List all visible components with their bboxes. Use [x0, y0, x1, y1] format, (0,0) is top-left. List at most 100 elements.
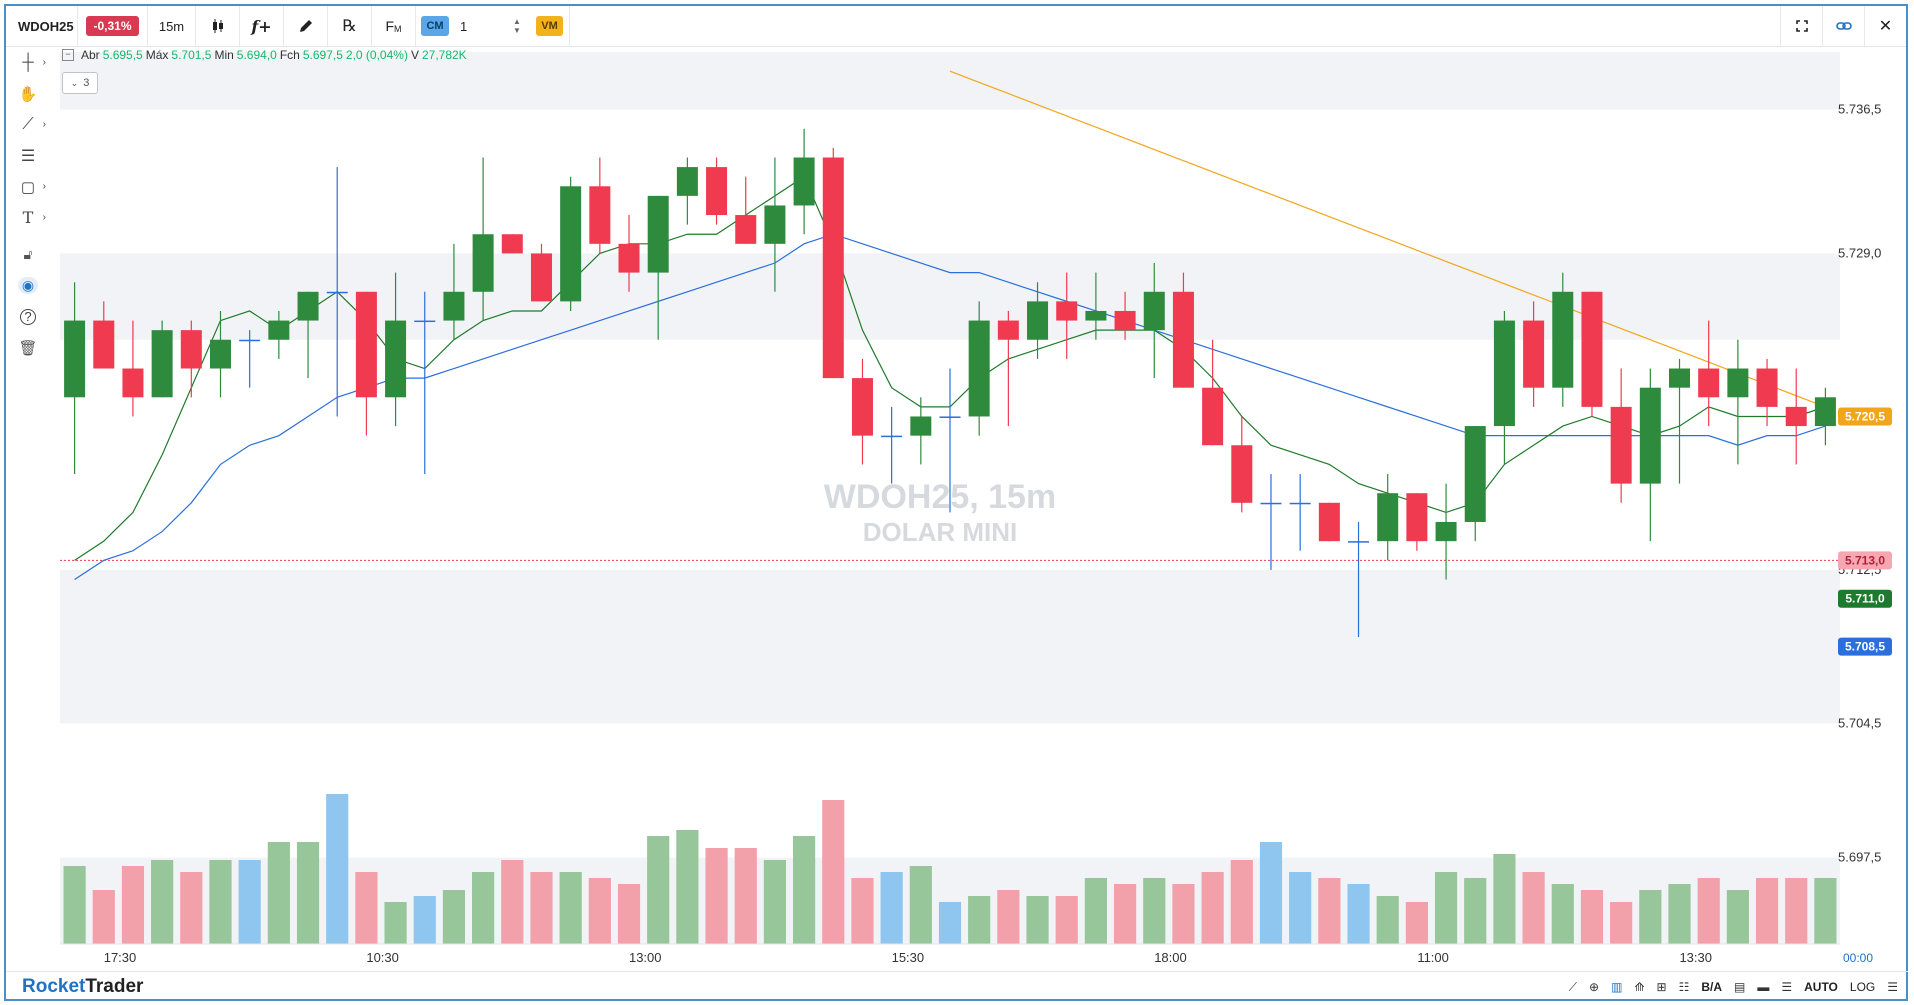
- delete-tool[interactable]: 🗑︎: [6, 332, 50, 363]
- volume-bar: [267, 842, 290, 944]
- vm-button[interactable]: VM: [530, 6, 570, 46]
- candle: [1698, 320, 1720, 427]
- trendline-tool[interactable]: ⟋ ›: [6, 109, 50, 140]
- drawing-button[interactable]: [284, 6, 328, 46]
- indicators-button[interactable]: f+: [240, 6, 284, 46]
- quantity-input[interactable]: 1: [460, 18, 468, 34]
- candle-type-button[interactable]: [196, 6, 240, 46]
- chevron-right-icon[interactable]: ›: [42, 212, 46, 223]
- volume-bar: [968, 896, 991, 944]
- candle-body: [1639, 387, 1661, 484]
- symbol-selector[interactable]: WDOH25: [6, 6, 78, 46]
- volume-bar: [588, 878, 611, 944]
- candle: [1669, 358, 1691, 484]
- chevron-down-icon[interactable]: ▼: [513, 26, 521, 35]
- volume-bar: [1084, 878, 1107, 944]
- order-icon[interactable]: ▬: [1757, 980, 1770, 994]
- volume-bar: [1113, 884, 1137, 944]
- text-icon: T: [22, 208, 34, 227]
- zoom-icon[interactable]: ⊕: [1589, 980, 1600, 994]
- quantity-stepper[interactable]: ▲ ▼: [504, 6, 530, 46]
- timeframe-button[interactable]: 15m: [148, 6, 196, 46]
- volume-bar: [617, 884, 641, 944]
- candle-body: [1727, 368, 1749, 398]
- text-tool[interactable]: T ›: [6, 202, 50, 233]
- price-label-text: 5.708,5: [1845, 640, 1885, 654]
- candle: [472, 157, 494, 321]
- help-icon: ?: [20, 308, 36, 325]
- candle: [1493, 310, 1515, 465]
- candle: [1085, 272, 1107, 340]
- volume-chart-icon[interactable]: ▥: [1611, 980, 1623, 994]
- volume-bar: [763, 860, 787, 944]
- candle-body: [1260, 502, 1282, 505]
- candle: [939, 368, 961, 513]
- candle-body: [443, 291, 465, 321]
- candle-body: [355, 291, 377, 398]
- collapse-icon[interactable]: −: [62, 49, 74, 61]
- book-icon[interactable]: ▤: [1734, 980, 1746, 994]
- volume-bar: [676, 830, 699, 944]
- volume-bar: [1405, 902, 1428, 944]
- time-readout: 00:00: [1843, 951, 1873, 965]
- candle: [968, 301, 990, 436]
- candle: [1348, 521, 1370, 638]
- chevron-up-icon[interactable]: ▲: [513, 17, 521, 26]
- candle-body: [706, 167, 728, 216]
- cm-button[interactable]: CM: [416, 6, 454, 46]
- chevron-right-icon[interactable]: ›: [42, 57, 46, 68]
- candle-body: [385, 320, 407, 398]
- candle: [1785, 368, 1807, 465]
- ruler-icon[interactable]: ⟋: [1568, 979, 1578, 994]
- price-labels: 5.720,5 5.713,0 5.711,0 5.708,5: [1838, 407, 1892, 656]
- price-label-text: 5.713,0: [1845, 553, 1885, 567]
- x-tick-label: 10:30: [366, 950, 399, 965]
- settings-icon[interactable]: ☰: [1887, 980, 1898, 994]
- ladder-icon[interactable]: ☷: [1678, 980, 1690, 994]
- lock-tool[interactable]: 🔓︎: [6, 239, 50, 270]
- volume-bar: [296, 842, 320, 944]
- chevron-right-icon[interactable]: ›: [42, 181, 46, 192]
- bid-ask-button[interactable]: B/A: [1701, 980, 1722, 994]
- studies-toggle[interactable]: ⌄ 3: [62, 72, 98, 94]
- visibility-tool[interactable]: ◉: [6, 270, 50, 301]
- link-button[interactable]: [1822, 6, 1864, 46]
- candle: [1260, 474, 1282, 570]
- time-axis: 17:3010:3013:0015:3018:0011:0013:3016:00…: [60, 943, 1873, 965]
- close-icon: ✕: [1878, 18, 1893, 35]
- price-label-box: [1838, 551, 1892, 570]
- crosshair-tool[interactable]: ┼ ›: [6, 47, 50, 78]
- candle: [764, 157, 786, 292]
- replay-icon: ℞: [342, 18, 357, 35]
- help-tool[interactable]: ?: [6, 301, 50, 332]
- x-tick-label: 13:00: [629, 950, 662, 965]
- volume-bar: [355, 872, 378, 944]
- footer-bar: RocketTrader ⟋ ⊕ ▥ ⟰ ⊞ ☷ B/A ▤ ▬ ☰ AUTO …: [6, 971, 1908, 1001]
- volume-bar: [1434, 872, 1458, 944]
- change-value: 2,0 (0,04%): [345, 48, 408, 62]
- auto-scale-button[interactable]: AUTO: [1804, 980, 1838, 994]
- close-button[interactable]: ✕: [1864, 6, 1906, 46]
- shape-tool[interactable]: ▢ ›: [6, 171, 50, 202]
- volume-bar: [851, 878, 874, 944]
- candle: [618, 215, 640, 292]
- candle: [647, 195, 669, 340]
- candle-body: [1348, 541, 1370, 543]
- grid-icon[interactable]: ⊞: [1656, 980, 1667, 994]
- replay-button[interactable]: ℞: [328, 6, 372, 46]
- crosshair-icon: ┼: [22, 53, 34, 71]
- fullscreen-button[interactable]: [1780, 6, 1822, 46]
- pan-tool[interactable]: ✋: [6, 78, 50, 109]
- log-scale-button[interactable]: LOG: [1849, 980, 1876, 994]
- fibonacci-tool[interactable]: ☰: [6, 140, 50, 171]
- y-tick-label: 5.736,5: [1838, 102, 1881, 117]
- candle: [735, 176, 757, 244]
- link-icon: [1835, 22, 1852, 30]
- low-value: 5.694,0: [236, 48, 277, 62]
- candle-body: [64, 320, 86, 398]
- orders-list-icon[interactable]: ☰: [1781, 980, 1793, 994]
- line-chart-icon[interactable]: ⟰: [1634, 980, 1645, 994]
- chevron-right-icon[interactable]: ›: [42, 119, 46, 130]
